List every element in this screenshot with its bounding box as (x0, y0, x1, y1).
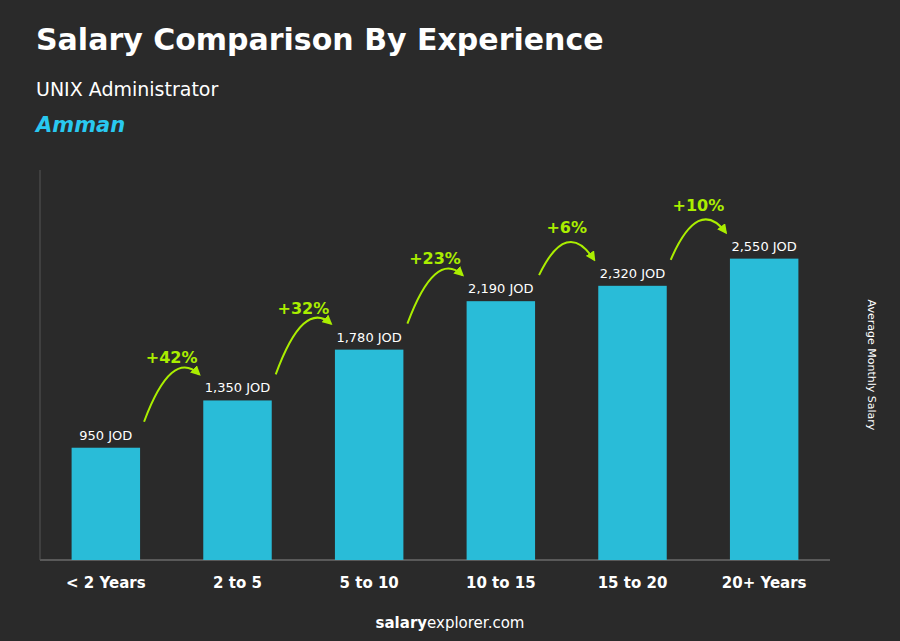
value-label: 950 JOD (79, 428, 132, 443)
bar (203, 400, 271, 560)
bar (598, 286, 666, 560)
y-axis-line (40, 170, 41, 560)
change-label: +6% (546, 218, 587, 237)
change-label: +10% (672, 196, 724, 215)
title: Salary Comparison By Experience (36, 22, 604, 57)
subtitle: UNIX Administrator (36, 78, 218, 100)
footer-normal: explorer.com (427, 614, 524, 632)
change-arrow (144, 368, 199, 422)
change-arrow (407, 269, 462, 324)
x-tick-label: 15 to 20 (598, 574, 668, 592)
x-tick-label: 20+ Years (722, 574, 807, 592)
city: Amman (34, 113, 125, 137)
value-label: 2,320 JOD (600, 266, 665, 281)
change-label: +42% (146, 348, 198, 367)
footer-bold: salary (376, 614, 428, 632)
bar (72, 448, 140, 560)
value-label: 1,780 JOD (336, 330, 401, 345)
change-arrow (539, 242, 594, 275)
x-tick-label: < 2 Years (66, 574, 146, 592)
x-tick-label: 5 to 10 (340, 574, 399, 592)
x-tick-label: 10 to 15 (466, 574, 536, 592)
change-label: +23% (409, 249, 461, 268)
change-label: +32% (277, 299, 329, 318)
value-label: 2,550 JOD (731, 239, 796, 254)
bar (335, 350, 403, 560)
footer: salaryexplorer.com (376, 614, 525, 632)
bar (730, 259, 798, 560)
change-arrow (276, 318, 331, 375)
bars (72, 259, 799, 560)
change-arrow (671, 219, 726, 259)
bar (467, 301, 535, 560)
value-label: 2,190 JOD (468, 281, 533, 296)
chart: Salary Comparison By Experience UNIX Admi… (0, 0, 900, 641)
value-label: 1,350 JOD (205, 380, 270, 395)
y-label: Average Monthly Salary (865, 300, 878, 431)
x-axis-line (40, 560, 830, 561)
x-tick-label: 2 to 5 (213, 574, 262, 592)
